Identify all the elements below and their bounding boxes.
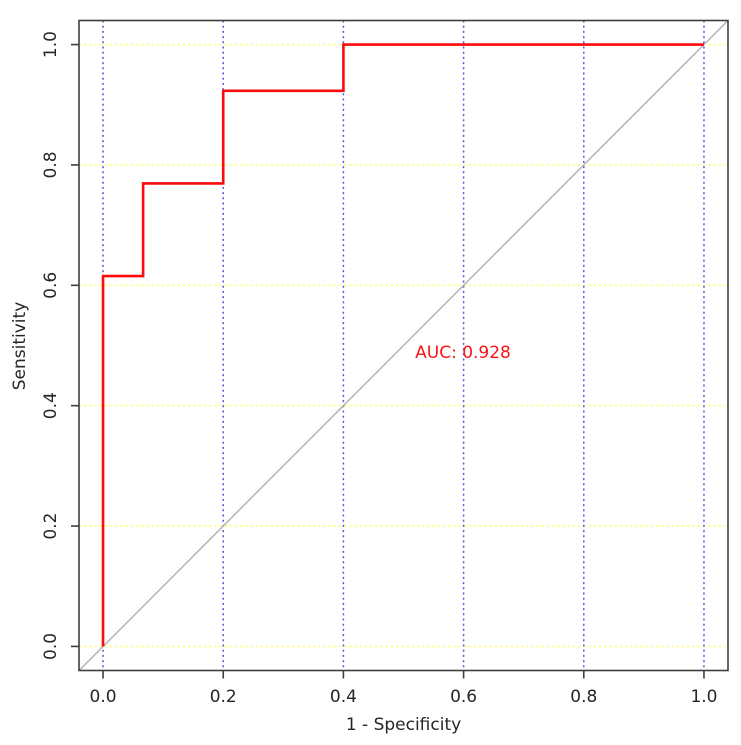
y-tick-label: 0.4 [41, 392, 61, 419]
x-tick-label: 1.0 [690, 687, 717, 707]
x-tick-label: 0.6 [450, 687, 477, 707]
y-tick-label: 0.2 [41, 513, 61, 540]
chance-diagonal-line [78, 19, 729, 672]
x-axis-title: 1 - Specificity [346, 715, 461, 735]
auc-annotation: AUC: 0.928 [415, 343, 511, 363]
roc-curve-line [101, 43, 704, 647]
x-tick-label: 0.4 [330, 687, 357, 707]
x-tick-label: 0.2 [210, 687, 237, 707]
y-tick-label: 0.6 [41, 272, 61, 299]
x-tick-label: 0.0 [90, 687, 117, 707]
y-tick-label: 1.0 [41, 31, 61, 58]
y-tick-label: 0.8 [41, 151, 61, 178]
plot-frame [78, 19, 729, 672]
y-tick-label: 0.0 [41, 633, 61, 660]
y-axis-title: Sensitivity [10, 302, 30, 391]
x-tick-label: 0.8 [570, 687, 597, 707]
